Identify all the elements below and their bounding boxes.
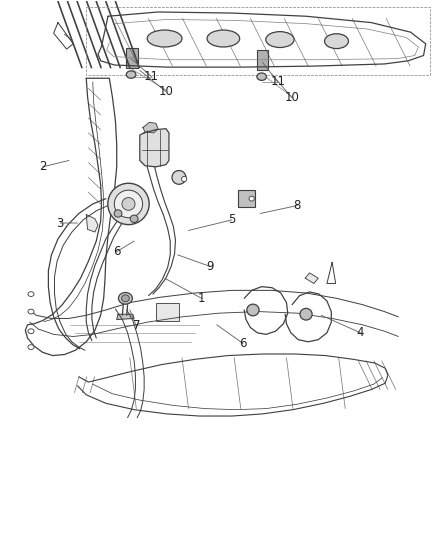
Ellipse shape — [249, 196, 254, 201]
Text: 9: 9 — [207, 260, 214, 273]
FancyBboxPatch shape — [257, 50, 268, 70]
Ellipse shape — [130, 215, 138, 222]
Text: 7: 7 — [133, 319, 140, 333]
Text: 6: 6 — [239, 337, 247, 350]
Ellipse shape — [122, 198, 135, 211]
Ellipse shape — [126, 71, 136, 78]
Ellipse shape — [28, 292, 34, 296]
Polygon shape — [86, 215, 98, 232]
Ellipse shape — [257, 73, 266, 80]
Ellipse shape — [266, 31, 294, 47]
Polygon shape — [143, 122, 158, 133]
Ellipse shape — [147, 30, 182, 47]
Text: 10: 10 — [285, 91, 300, 104]
Polygon shape — [140, 128, 169, 167]
FancyBboxPatch shape — [126, 47, 138, 68]
Ellipse shape — [182, 176, 187, 182]
Ellipse shape — [172, 171, 186, 184]
Ellipse shape — [118, 293, 132, 304]
Polygon shape — [117, 314, 134, 319]
Text: 10: 10 — [159, 85, 173, 98]
Text: 5: 5 — [228, 213, 236, 227]
Ellipse shape — [28, 329, 34, 334]
Polygon shape — [327, 262, 336, 284]
Polygon shape — [305, 273, 318, 284]
FancyBboxPatch shape — [238, 190, 255, 207]
Text: 3: 3 — [57, 216, 64, 230]
Ellipse shape — [114, 210, 122, 217]
Ellipse shape — [247, 304, 259, 316]
Text: 1: 1 — [198, 292, 205, 305]
Text: 4: 4 — [357, 326, 364, 340]
Ellipse shape — [114, 190, 143, 217]
Ellipse shape — [325, 34, 349, 49]
Text: 11: 11 — [270, 76, 285, 88]
Text: 6: 6 — [113, 245, 120, 258]
Text: 8: 8 — [293, 199, 301, 212]
Ellipse shape — [121, 295, 129, 302]
Ellipse shape — [108, 183, 149, 224]
FancyBboxPatch shape — [156, 303, 180, 321]
Ellipse shape — [207, 30, 240, 47]
Ellipse shape — [28, 309, 34, 314]
Ellipse shape — [300, 309, 312, 320]
Text: 11: 11 — [144, 70, 159, 83]
Ellipse shape — [28, 345, 34, 350]
Text: 2: 2 — [39, 160, 46, 173]
